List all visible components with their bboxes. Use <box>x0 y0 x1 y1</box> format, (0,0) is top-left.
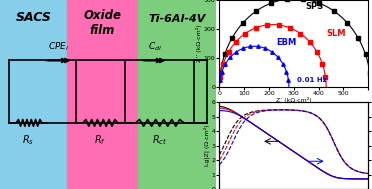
Y-axis label: Lg|Z| (Ω·cm²): Lg|Z| (Ω·cm²) <box>203 125 210 167</box>
Bar <box>67 0 138 189</box>
Text: $C_{dl}$: $C_{dl}$ <box>148 40 163 53</box>
Text: $R_f$: $R_f$ <box>94 133 106 147</box>
Bar <box>0 0 67 189</box>
Text: $CPE_l$: $CPE_l$ <box>48 40 69 53</box>
Text: EBM: EBM <box>276 38 296 47</box>
Text: SACS: SACS <box>16 11 51 23</box>
Bar <box>138 0 216 189</box>
Text: SLM: SLM <box>327 29 346 38</box>
Y-axis label: Z’’ (kΩ·cm²): Z’’ (kΩ·cm²) <box>196 25 202 62</box>
X-axis label: Z’ (kΩ·cm²): Z’ (kΩ·cm²) <box>276 97 312 103</box>
Text: Oxide
film: Oxide film <box>83 9 122 37</box>
Text: Ti-6Al-4V: Ti-6Al-4V <box>148 14 206 24</box>
Text: $R_{ct}$: $R_{ct}$ <box>152 133 167 147</box>
Text: 0.01 Hz: 0.01 Hz <box>297 77 327 83</box>
Text: $R_s$: $R_s$ <box>22 133 34 147</box>
Text: SPS: SPS <box>306 2 324 11</box>
